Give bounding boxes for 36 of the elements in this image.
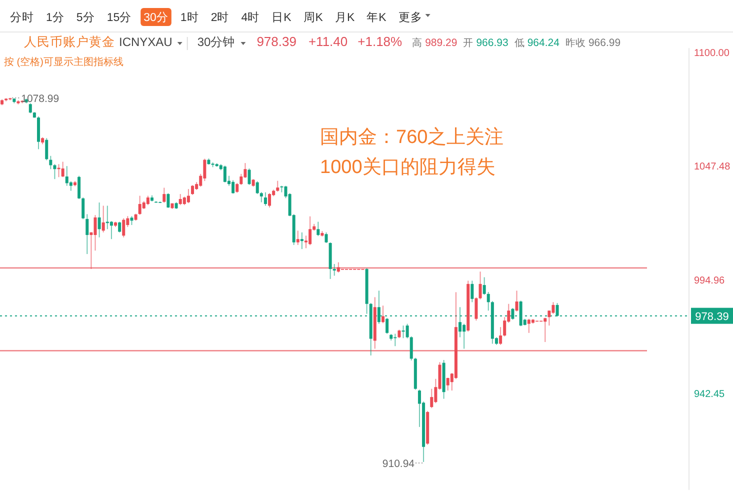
annotation: 966.93: [476, 37, 508, 49]
text: 1时: [180, 11, 199, 24]
annotation: 910.94: [382, 458, 415, 470]
annotation: 按 (空格)可显示主图指标线: [4, 56, 124, 68]
annotation: 964.24: [527, 37, 560, 49]
y-tick-label: 994.96: [694, 275, 726, 286]
text: 1分: [46, 11, 64, 24]
text: 2时: [210, 11, 230, 24]
annotation: 昨收: [565, 37, 586, 49]
text: 日K: [272, 11, 292, 24]
chart-title: 人民币账户黄金: [24, 35, 115, 49]
text: 5分: [76, 11, 95, 24]
annotation: 国内金：760之上关注 1000关口的阻力得失: [320, 126, 504, 178]
annotation: 30分钟: [197, 35, 235, 49]
annotation: 高: [412, 37, 422, 49]
annotation: 1078.99: [21, 92, 60, 105]
text: 30分: [144, 11, 168, 24]
y-tick-label: 1100.00: [694, 48, 730, 59]
annotation: +11.40: [308, 34, 348, 49]
y-tick-label: 942.45: [694, 389, 726, 400]
text: 更多: [398, 11, 422, 24]
annotation: 978.39: [256, 34, 296, 49]
chart-subtitle: ICNYXAU: [119, 35, 172, 49]
text: 月K: [334, 11, 355, 24]
text: 分时: [10, 11, 34, 24]
annotation: 989.29: [425, 37, 458, 49]
y-tick-label: 1047.48: [694, 162, 731, 173]
annotation: +1.18%: [358, 34, 403, 49]
text: 年K: [366, 11, 387, 24]
annotation: 966.99: [588, 37, 621, 49]
text: 4时: [241, 11, 260, 24]
annotation: 低: [514, 38, 524, 49]
ref-line-label: 978.39: [695, 310, 729, 323]
annotation: 开: [463, 38, 474, 49]
text: 15分: [106, 11, 132, 24]
text: 周K: [303, 11, 324, 24]
